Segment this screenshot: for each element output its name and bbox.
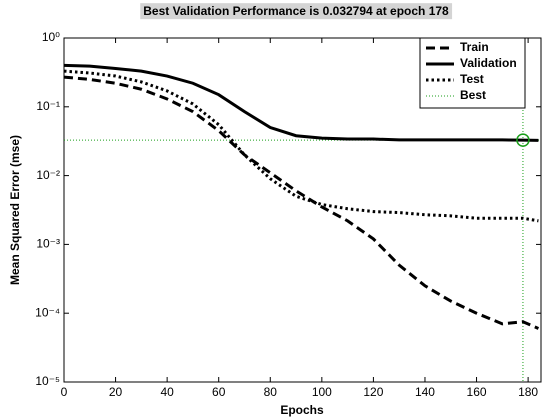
legend-label: Train	[460, 40, 489, 54]
best-marker	[516, 133, 530, 147]
legend-label: Validation	[460, 56, 517, 70]
title-background	[140, 3, 453, 20]
x-tick-label: 160	[467, 385, 487, 399]
x-tick-label: 140	[415, 385, 435, 399]
legend-label: Test	[460, 72, 484, 86]
x-tick-label: 180	[518, 385, 538, 399]
series-line	[63, 63, 539, 142]
y-tick-label: 10⁻⁵	[35, 374, 60, 388]
y-tick-label: 10⁻²	[36, 168, 60, 182]
series-line	[63, 69, 539, 223]
x-tick-label: 100	[312, 385, 332, 399]
legend: Train Validation Test Best	[419, 37, 526, 109]
y-axis-label: Mean Squared Error (mse)	[8, 135, 22, 285]
x-tick-label: 120	[363, 385, 383, 399]
x-axis-label: Epochs	[280, 403, 324, 417]
x-tick-label: 80	[264, 385, 278, 399]
x-tick-label: 20	[109, 385, 123, 399]
y-tick-label: 10⁻⁴	[35, 305, 60, 319]
y-tick-label: 10⁻¹	[36, 99, 60, 113]
chart-title: Best Validation Performance is 0.032794 …	[143, 4, 449, 18]
x-tick-label: 0	[61, 385, 68, 399]
x-tick-label: 60	[212, 385, 226, 399]
x-tick-label: 40	[160, 385, 174, 399]
legend-label: Best	[460, 88, 486, 102]
y-tick-label: 10⁰	[42, 30, 60, 44]
y-tick-label: 10⁻³	[36, 237, 60, 251]
legend-box	[419, 37, 526, 109]
